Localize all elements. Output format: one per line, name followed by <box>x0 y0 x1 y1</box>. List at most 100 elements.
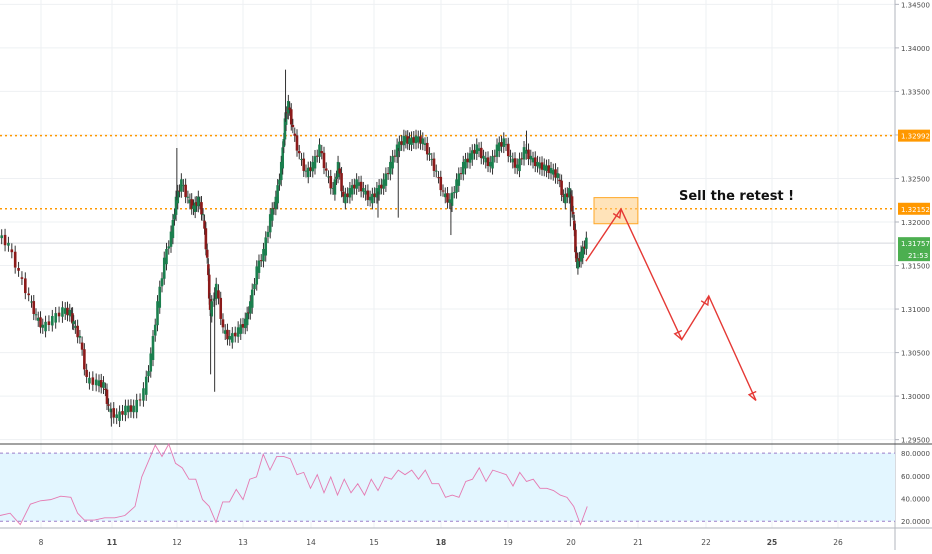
time-axis-label: 12 <box>172 538 182 547</box>
candle-down <box>338 168 342 174</box>
candle-up <box>300 159 303 161</box>
price-axis-label: 1.31500 <box>901 263 930 271</box>
candle-up <box>549 168 553 174</box>
candle-up <box>281 147 285 169</box>
time-axis-label: 19 <box>503 538 513 547</box>
candle-down <box>309 167 312 171</box>
candle-up <box>585 237 588 249</box>
candle-up <box>198 202 202 204</box>
candle-up <box>475 144 479 154</box>
candle-up <box>536 161 539 167</box>
candle-down <box>324 168 328 171</box>
candle-up <box>529 155 533 160</box>
candle-down <box>291 124 295 128</box>
candle-down <box>562 195 565 197</box>
candle-up <box>158 286 162 308</box>
candle-down <box>83 349 86 370</box>
candle-down <box>259 260 263 262</box>
candle-down <box>57 312 61 317</box>
candle-up <box>384 173 388 186</box>
candle-up <box>250 289 254 308</box>
candle-up <box>335 176 338 179</box>
candle-down <box>85 369 88 377</box>
candle-up <box>524 150 528 154</box>
candle-down <box>195 202 199 206</box>
candle-up <box>391 156 394 169</box>
candle-up <box>464 159 467 169</box>
projection-arrowhead <box>612 208 622 220</box>
candle-up <box>162 257 166 279</box>
candle-up <box>434 170 438 172</box>
candle-down <box>47 321 51 326</box>
candle-up <box>488 161 492 167</box>
candle-up <box>336 161 340 178</box>
candle-down <box>583 246 586 249</box>
candle-up <box>36 317 40 321</box>
candle-down <box>353 184 356 189</box>
candle-up <box>430 159 434 161</box>
candle-down <box>569 194 573 197</box>
candle-up <box>461 161 465 175</box>
candle-down <box>520 158 524 160</box>
candle-down <box>340 173 343 192</box>
candle-up <box>270 208 274 221</box>
candle-down <box>400 141 403 145</box>
candle-down <box>247 312 251 314</box>
candle-down <box>138 399 142 401</box>
rsi-axis-label: 20.0000 <box>901 518 930 526</box>
candle-down <box>3 234 7 246</box>
candle-down <box>386 173 390 175</box>
candle-down <box>289 109 293 125</box>
retest-zone <box>593 197 639 225</box>
candle-up <box>531 157 535 163</box>
candle-up <box>511 158 515 163</box>
candle-down <box>566 193 569 198</box>
candle-down <box>13 251 17 268</box>
time-axis-label: 22 <box>701 538 711 547</box>
candle-up <box>395 144 399 157</box>
candle-up <box>515 164 519 169</box>
candle-down <box>226 329 229 340</box>
candle-up <box>428 153 431 155</box>
candle-up <box>457 173 461 186</box>
time-axis-label: 25 <box>767 538 777 547</box>
candle-up <box>44 321 47 332</box>
candle-down <box>39 317 42 328</box>
level-price-tag-1 <box>898 202 930 215</box>
candle-up <box>306 167 310 178</box>
candle-down <box>66 307 69 316</box>
candle-down <box>27 293 30 296</box>
candle-down <box>342 191 345 197</box>
candle-down <box>486 157 490 166</box>
candle-up <box>518 158 521 172</box>
candle-down <box>571 211 575 215</box>
candle-down <box>393 155 397 157</box>
projection-arrowhead <box>700 295 710 307</box>
price-axis-label: 1.34500 <box>901 1 930 9</box>
candle-up <box>180 179 183 192</box>
candle-up <box>522 147 526 160</box>
candle-up <box>564 193 567 204</box>
candle-up <box>78 336 82 338</box>
candle-up <box>74 326 77 328</box>
candle-up <box>421 138 425 145</box>
current-price-countdown: 21:53 <box>908 252 928 260</box>
candle-down <box>527 149 530 160</box>
price-axis-label: 1.32500 <box>901 175 930 183</box>
projection-arrowhead <box>747 390 757 402</box>
candle-up <box>126 405 130 413</box>
candle-up <box>262 248 265 262</box>
candle-down <box>190 199 193 209</box>
candle-down <box>406 136 409 144</box>
candle-up <box>94 379 98 386</box>
candle-up <box>368 196 372 201</box>
candle-down <box>24 278 27 294</box>
candle-down <box>208 299 212 310</box>
candle-up <box>491 156 494 169</box>
candle-up <box>344 193 347 204</box>
candle-up <box>484 157 488 163</box>
candle-down <box>554 169 557 178</box>
candle-down <box>32 301 36 314</box>
